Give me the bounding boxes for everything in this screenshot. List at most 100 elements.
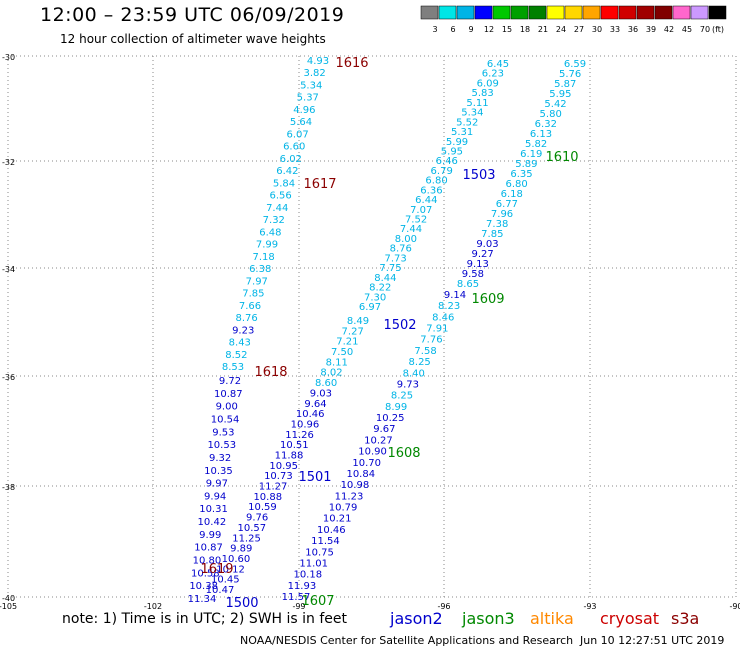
swh-value-1610: 6.19: [520, 149, 542, 160]
swh-value-1609: 11.57: [282, 592, 311, 603]
legend-tick-label: 15: [502, 25, 512, 34]
lat-label: -34: [2, 265, 15, 274]
swh-value-1616: 8.53: [222, 362, 244, 373]
legend-swatch: [672, 5, 691, 20]
swh-value-1610: 5.89: [515, 159, 537, 170]
swh-value-1502: 11.27: [259, 482, 288, 493]
swh-value-1503: 8.22: [369, 283, 391, 294]
legend-swatch: [564, 5, 583, 20]
swh-value-1618: 11.34: [188, 594, 217, 605]
swh-value-1503: 8.76: [390, 244, 412, 255]
swh-value-1502: 11.88: [275, 451, 304, 462]
swh-value-1610: 6.13: [530, 129, 552, 140]
swh-value-1616: 5.37: [297, 93, 319, 104]
legend-tick-label: 36: [628, 25, 638, 34]
swh-value-1618: 10.31: [199, 504, 228, 515]
swh-value-1503: 5.52: [456, 117, 478, 128]
swh-value-1610: 5.87: [554, 79, 576, 90]
swh-value-1616: 8.43: [229, 338, 251, 349]
credit-text: NOAA/NESDIS Center for Satellite Applica…: [240, 634, 574, 647]
swh-value-1503: 7.73: [384, 253, 406, 264]
swh-value-1618: 9.72: [219, 376, 241, 387]
swh-value-1610: 9.27: [471, 249, 493, 260]
legend-tick-label: 39: [646, 25, 656, 34]
swh-value-1609: 8.25: [391, 391, 413, 402]
swh-value-1616: 5.34: [300, 80, 322, 91]
swh-value-1503: 7.30: [364, 292, 386, 303]
lat-label: -30: [2, 53, 15, 62]
swh-value-1502: 9.76: [246, 513, 268, 524]
swh-value-1503: 5.31: [451, 127, 473, 138]
swh-value-1503: 6.23: [482, 69, 504, 80]
swh-value-1610: 5.95: [549, 89, 571, 100]
swh-value-1616: 8.76: [235, 313, 257, 324]
legend-tick-label: 6: [450, 25, 455, 34]
swh-value-1609: 8.23: [438, 301, 460, 312]
swh-value-1618: 10.87: [194, 543, 223, 554]
legend-jason3: jason3: [462, 609, 515, 628]
swh-value-1610: 7.85: [481, 229, 503, 240]
map-subtitle: 12 hour collection of altimeter wave hei…: [60, 32, 326, 46]
legend-tick-label: 30: [592, 25, 602, 34]
swh-value-1609: 10.75: [305, 547, 334, 558]
swh-value-1503: 5.99: [446, 137, 468, 148]
swh-value-1618: 9.53: [212, 427, 234, 438]
swh-value-1610: 6.80: [506, 179, 528, 190]
legend-tick-label: 33: [610, 25, 620, 34]
swh-value-1610: 6.18: [501, 189, 523, 200]
swh-value-1618: 10.53: [207, 440, 236, 451]
swh-value-1616: 6.56: [269, 191, 291, 202]
swh-value-1616: 7.18: [252, 252, 274, 263]
swh-value-1503: 6.46: [436, 156, 458, 167]
legend-unit: (ft): [712, 25, 724, 34]
swh-value-1616: 6.02: [280, 154, 302, 165]
swh-value-1502: 10.59: [248, 502, 277, 513]
swh-value-1503: 6.36: [420, 185, 442, 196]
swh-value-1616: 6.48: [259, 227, 281, 238]
swh-value-1618: 9.94: [204, 491, 226, 502]
pass-id-1500: 1500: [225, 596, 258, 611]
swh-value-1618: 10.35: [204, 466, 233, 477]
swh-value-1503: 5.83: [472, 88, 494, 99]
swh-value-1503: 5.11: [466, 98, 488, 109]
lon-label: -99: [292, 602, 305, 611]
swh-value-1503: 6.44: [415, 195, 437, 206]
swh-value-1616: 7.99: [256, 240, 278, 251]
swh-value-1609: 10.79: [329, 503, 358, 514]
legend-tick-label: 45: [682, 25, 692, 34]
swh-value-1616: 7.32: [263, 215, 285, 226]
swh-value-1610: 6.35: [510, 169, 532, 180]
swh-value-1610: 9.13: [467, 259, 489, 270]
legend-swatch: [510, 5, 529, 20]
swh-value-1610: 8.65: [457, 279, 479, 290]
satellite-tracks: 4.933.825.345.374.965.646.076.606.026.42…: [188, 56, 586, 605]
swh-value-1616: 8.52: [225, 350, 247, 361]
legend-swatch: [456, 5, 475, 20]
swh-value-1502: 7.21: [336, 337, 358, 348]
lon-label: -93: [583, 602, 596, 611]
pass-id-1610: 1610: [545, 150, 578, 165]
legend-swatch: [438, 5, 457, 20]
swh-value-1609: 8.99: [385, 402, 407, 413]
swh-value-1502: 11.25: [232, 533, 261, 544]
pass-id-1503: 1503: [462, 168, 495, 183]
legend-jason2: jason2: [390, 609, 443, 628]
legend-swatch: [474, 5, 493, 20]
swh-value-1618: 9.32: [209, 453, 231, 464]
swh-value-1503: 6.09: [477, 78, 499, 89]
legend-tick-label: 27: [574, 25, 584, 34]
pass-id-1609: 1609: [471, 292, 504, 307]
legend-tick-label: 21: [538, 25, 548, 34]
swh-value-1618: 10.42: [198, 517, 227, 528]
legend-tick-label: 24: [556, 25, 566, 34]
swh-value-1609: 10.27: [364, 435, 393, 446]
swh-value-1502: 8.49: [347, 316, 369, 327]
swh-value-1503: 7.44: [400, 224, 422, 235]
swh-value-1609: 8.46: [432, 312, 454, 323]
swh-value-1503: 8.44: [374, 273, 396, 284]
swh-value-1609: 10.90: [358, 447, 387, 458]
swh-value-1610: 9.03: [476, 239, 498, 250]
swh-value-1609: 9.73: [397, 379, 419, 390]
swh-value-1616: 6.07: [286, 129, 308, 140]
